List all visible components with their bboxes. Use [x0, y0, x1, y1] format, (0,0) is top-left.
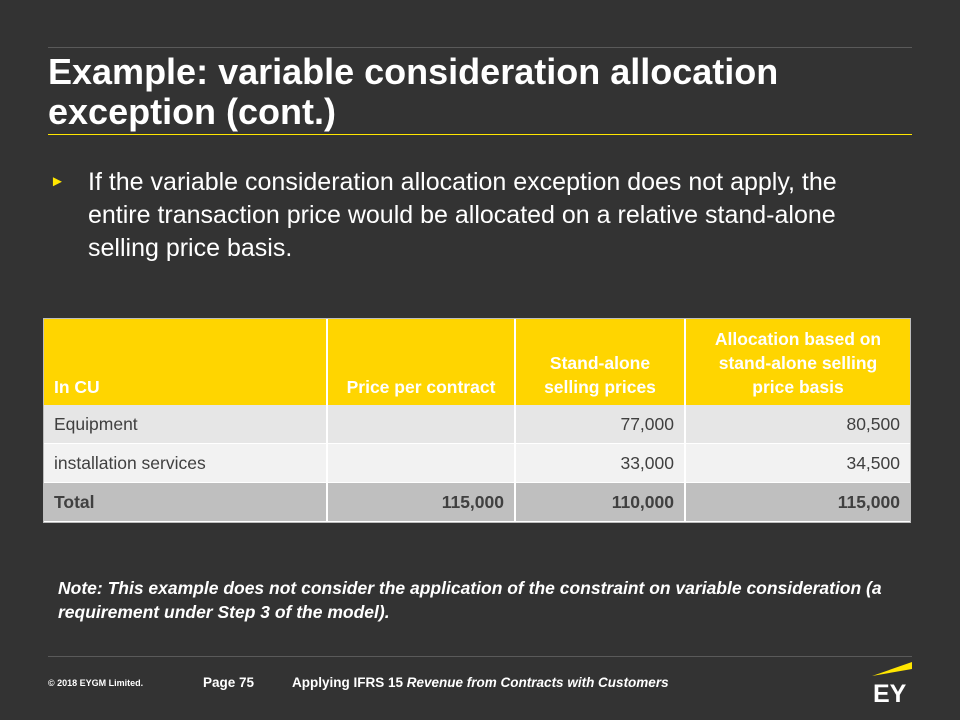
bullet-point: ► If the variable consideration allocati…	[50, 166, 870, 265]
allocation-table: In CU Price per contract Stand-alone sel…	[44, 319, 910, 522]
document-title: Applying IFRS 15 Revenue from Contracts …	[292, 675, 669, 690]
header-price-per-contract: Price per contract	[327, 319, 516, 405]
total-price-per-contract: 115,000	[327, 482, 516, 522]
page-number: Page 75	[203, 675, 255, 690]
slide-title: Example: variable consideration allocati…	[48, 51, 779, 132]
row-allocation: 34,500	[685, 443, 910, 483]
row-price-per-contract	[327, 405, 516, 444]
row-price-per-contract	[327, 443, 516, 483]
row-label: installation services	[44, 443, 328, 483]
document-title-italic: Revenue from Contracts with Customers	[406, 675, 669, 690]
footnote: Note: This example does not consider the…	[58, 578, 882, 622]
total-label: Total	[44, 482, 328, 522]
title-underline	[48, 134, 912, 135]
table-total-row: Total 115,000 110,000 115,000	[44, 482, 910, 522]
top-divider	[48, 47, 912, 48]
ey-logo-icon: EY	[872, 662, 912, 706]
row-standalone-price: 33,000	[515, 443, 686, 483]
table-header-row: In CU Price per contract Stand-alone sel…	[44, 319, 910, 405]
header-allocation: Allocation based on stand-alone selling …	[685, 319, 910, 405]
total-allocation: 115,000	[685, 482, 910, 522]
table-row: Equipment 77,000 80,500	[44, 405, 910, 444]
bullet-text: If the variable consideration allocation…	[88, 168, 837, 262]
table-row: installation services 33,000 34,500	[44, 443, 910, 483]
copyright: © 2018 EYGM Limited.	[48, 678, 144, 688]
triangle-bullet-icon: ►	[50, 173, 65, 190]
ey-logo-text: EY	[873, 680, 907, 706]
footer-divider	[48, 656, 912, 657]
header-standalone-prices: Stand-alone selling prices	[515, 319, 686, 405]
header-in-cu: In CU	[44, 319, 328, 405]
row-standalone-price: 77,000	[515, 405, 686, 444]
document-title-prefix: Applying IFRS 15	[292, 675, 404, 690]
total-standalone-price: 110,000	[515, 482, 686, 522]
row-allocation: 80,500	[685, 405, 910, 444]
row-label: Equipment	[44, 405, 328, 444]
